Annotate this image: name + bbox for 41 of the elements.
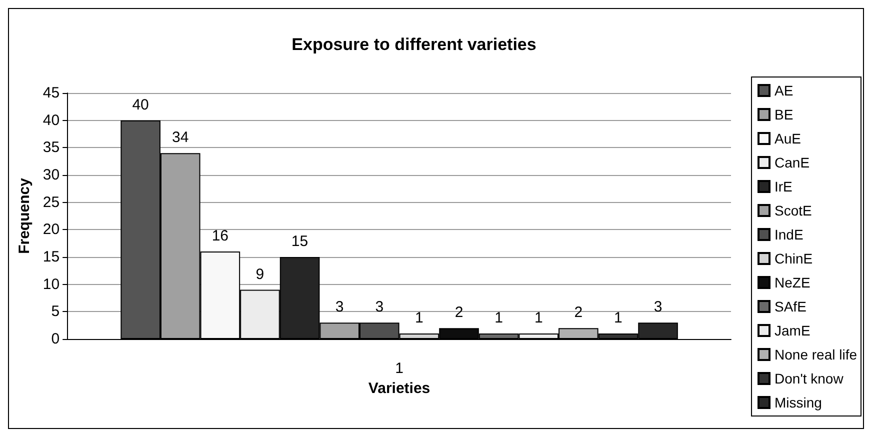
data-label: 40 xyxy=(132,96,149,114)
data-label: 3 xyxy=(375,298,384,316)
legend-label: ScotE xyxy=(774,202,812,218)
legend-label: Don't know xyxy=(774,370,844,386)
legend-label: Missing xyxy=(774,394,822,410)
y-tick-label: 5 xyxy=(51,303,60,320)
y-tick-label: 35 xyxy=(42,139,60,156)
legend-label: ChinE xyxy=(774,250,813,266)
data-label: 15 xyxy=(291,233,308,250)
y-axis-title: Frequency xyxy=(16,177,33,254)
y-tick-label: 10 xyxy=(42,276,60,293)
legend-label: AE xyxy=(774,82,794,98)
data-label: 16 xyxy=(212,228,229,245)
legend-label: JamE xyxy=(774,322,810,338)
legend-label: CanE xyxy=(774,154,810,170)
data-label: 34 xyxy=(172,129,189,146)
legend-label: BE xyxy=(774,106,794,122)
y-tick-label: 45 xyxy=(42,84,60,102)
data-label: 9 xyxy=(256,266,264,283)
legend-label: AuE xyxy=(774,130,801,146)
legend-label: SAfE xyxy=(774,298,806,314)
data-label: 1 xyxy=(415,310,424,327)
legend-label: IrE xyxy=(774,178,792,194)
chart-title: Exposure to different varieties xyxy=(292,35,536,54)
y-tick-label: 20 xyxy=(42,221,60,238)
legend-label: NeZE xyxy=(774,274,810,290)
data-label: 1 xyxy=(614,310,622,327)
legend-label: IndE xyxy=(774,226,804,242)
legend-label: None real life xyxy=(774,346,858,362)
data-label: 1 xyxy=(534,310,543,327)
x-axis-title: Varieties xyxy=(368,380,430,397)
y-tick-label: 0 xyxy=(51,330,60,348)
data-label: 2 xyxy=(454,304,464,322)
data-label: 3 xyxy=(654,298,662,316)
data-label: 2 xyxy=(574,304,583,322)
data-label: 1 xyxy=(494,310,503,327)
data-label: 3 xyxy=(335,298,344,316)
y-tick-label: 25 xyxy=(42,194,60,211)
y-tick-label: 15 xyxy=(42,248,60,266)
y-tick-label: 40 xyxy=(42,112,60,129)
y-tick-label: 30 xyxy=(42,166,60,184)
